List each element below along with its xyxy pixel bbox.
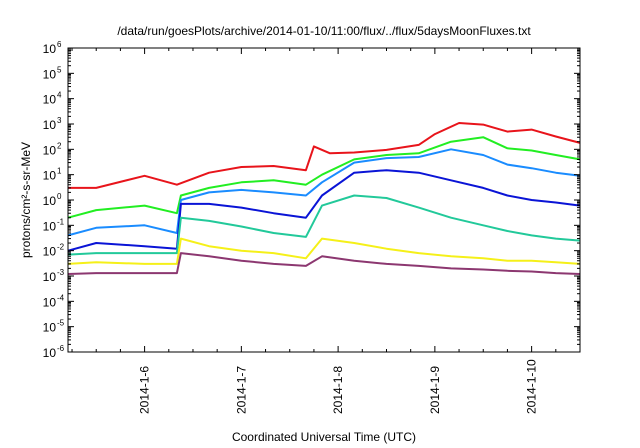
series-line-7 [67, 252, 581, 275]
x-tick-label: 2014-1-6 [138, 366, 152, 414]
y-tick-exponent: 2 [57, 141, 62, 150]
x-tick-label: 2014-1-7 [234, 366, 248, 414]
y-tick-exponent: 0 [57, 192, 62, 201]
chart-title: /data/run/goesPlots/archive/2014-01-10/1… [117, 24, 531, 38]
y-tick-label: 10 [43, 143, 57, 157]
y-tick-label: 10 [43, 169, 57, 183]
y-tick-label: 10 [43, 245, 57, 259]
y-axis: 10 -610 -510 -410 -310 -210 -110 010 110 210 310 41… [43, 40, 580, 360]
x-axis-label: Coordinated Universal Time (UTC) [232, 430, 416, 444]
series-line-2 [67, 136, 581, 219]
y-tick-exponent: -1 [57, 217, 65, 226]
y-tick-exponent: -4 [57, 293, 65, 302]
x-tick-label: 2014-1-9 [428, 366, 442, 414]
y-tick-exponent: -5 [57, 319, 65, 328]
series-line-3 [67, 148, 581, 237]
y-tick-label: 10 [43, 270, 57, 284]
y-tick-label: 10 [43, 194, 57, 208]
series-line-6 [67, 237, 581, 265]
y-tick-label: 10 [43, 118, 57, 132]
series-line-1 [68, 122, 581, 189]
y-tick-label: 10 [43, 295, 57, 309]
y-tick-exponent: -2 [57, 243, 65, 252]
y-tick-exponent: -3 [57, 268, 65, 277]
y-tick-exponent: 6 [57, 40, 62, 49]
y-tick-label: 10 [43, 42, 57, 56]
y-tick-exponent: 3 [57, 116, 62, 125]
y-tick-exponent: -6 [57, 344, 65, 353]
y-tick-exponent: 5 [57, 65, 62, 74]
series-layer [67, 122, 581, 275]
x-axis: 2014-1-6 2014-1-7 2014-1-8 2014-1-9 2014-1-1… [71, 48, 557, 414]
y-tick-label: 10 [43, 93, 57, 107]
y-tick-label: 10 [43, 346, 57, 360]
y-tick-label: 10 [43, 321, 57, 335]
x-tick-label: 2014-1-8 [331, 366, 345, 414]
y-tick-label: 10 [43, 219, 57, 233]
x-tick-label: 2014-1-10 [525, 359, 539, 414]
y-tick-exponent: 4 [57, 91, 62, 100]
plot-frame [67, 47, 581, 353]
y-tick-label: 10 [43, 67, 57, 81]
y-axis-label: protons/cm²-s-sr-MeV [19, 142, 33, 258]
y-tick-exponent: 1 [57, 167, 62, 176]
series-line-5 [67, 194, 581, 256]
